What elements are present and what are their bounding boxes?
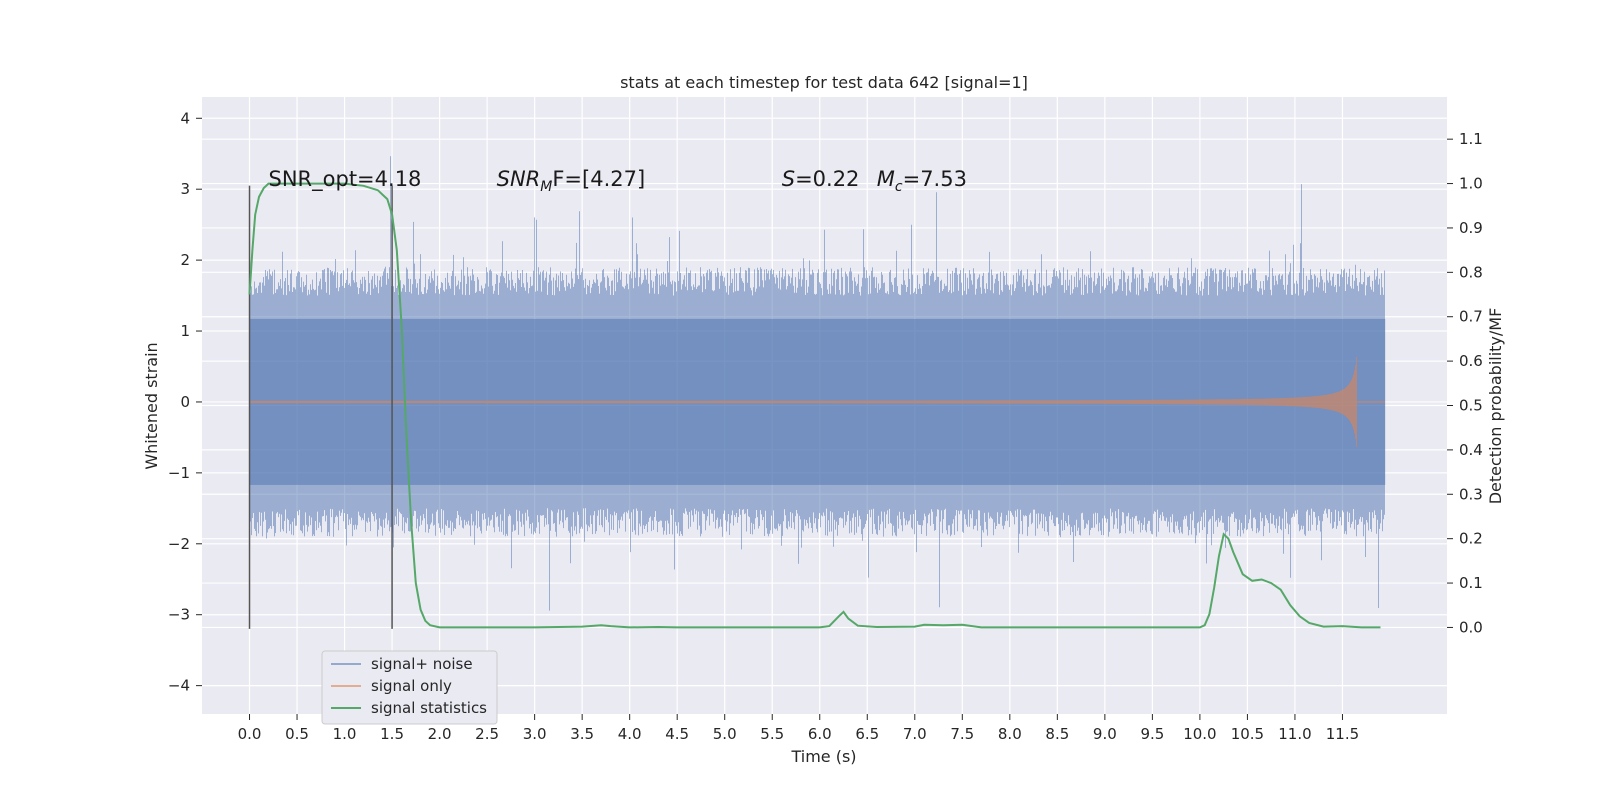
x-tick-label: 7.5 bbox=[950, 725, 974, 743]
x-tick-label: 11.0 bbox=[1278, 725, 1311, 743]
x-tick-label: 8.0 bbox=[998, 725, 1022, 743]
y-axis-left-label: Whitened strain bbox=[142, 342, 161, 469]
annotation-text: SNRMF=[4.27] bbox=[497, 167, 646, 195]
y-left-tick-label: −3 bbox=[168, 606, 190, 624]
signal-statistics-line bbox=[248, 182, 1381, 629]
x-tick-label: 3.0 bbox=[523, 725, 547, 743]
y-left-tick-label: −4 bbox=[168, 677, 190, 695]
x-tick-label: 10.0 bbox=[1183, 725, 1216, 743]
y-left-tick-label: 3 bbox=[180, 180, 190, 198]
signal-statistics-series bbox=[248, 182, 1381, 629]
y-right-tick-label: 0.0 bbox=[1459, 618, 1483, 636]
x-tick-label: 4.5 bbox=[665, 725, 689, 743]
vertical-markers bbox=[248, 185, 393, 629]
x-tick-label: 0.0 bbox=[238, 725, 262, 743]
x-tick-label: 1.5 bbox=[380, 725, 404, 743]
legend-label-signal-statistics: signal statistics bbox=[371, 699, 487, 717]
x-tick-label: 0.5 bbox=[285, 725, 309, 743]
y-left-tick-label: −1 bbox=[168, 464, 190, 482]
y-left-tick-label: 2 bbox=[180, 251, 190, 269]
annotation-text: Mc=7.53 bbox=[877, 167, 967, 195]
y-right-tick-label: 0.3 bbox=[1459, 485, 1483, 503]
x-tick-label: 6.0 bbox=[808, 725, 832, 743]
y-left-tick-label: 0 bbox=[180, 393, 190, 411]
legend-label-signal-only: signal only bbox=[371, 677, 452, 695]
x-tick-label: 11.5 bbox=[1326, 725, 1359, 743]
x-tick-label: 10.5 bbox=[1231, 725, 1264, 743]
x-tick-label: 2.0 bbox=[428, 725, 452, 743]
y-right-tick-label: 0.4 bbox=[1459, 441, 1483, 459]
x-tick-label: 1.0 bbox=[333, 725, 357, 743]
y-right-tick-label: 0.8 bbox=[1459, 263, 1483, 281]
y-right-tick-label: 1.0 bbox=[1459, 175, 1483, 193]
x-tick-label: 8.5 bbox=[1045, 725, 1069, 743]
x-tick-label: 5.0 bbox=[713, 725, 737, 743]
annotation-text: S=0.22 bbox=[782, 167, 860, 191]
y-left-tick-label: −2 bbox=[168, 535, 190, 553]
legend-label-signal-noise: signal+ noise bbox=[371, 655, 473, 673]
x-tick-label: 7.0 bbox=[903, 725, 927, 743]
y-axis-right-label: Detection probability/MF bbox=[1486, 308, 1505, 505]
x-tick-label: 3.5 bbox=[570, 725, 594, 743]
y-right-tick-label: 1.1 bbox=[1459, 130, 1483, 148]
y-right-tick-label: 0.6 bbox=[1459, 352, 1483, 370]
y-left-tick-label: 1 bbox=[180, 322, 190, 340]
x-tick-label: 9.5 bbox=[1140, 725, 1164, 743]
x-tick-label: 5.5 bbox=[760, 725, 784, 743]
y-left-tick-label: 4 bbox=[180, 109, 190, 127]
chart-title: stats at each timestep for test data 642… bbox=[620, 73, 1028, 92]
legend: signal+ noise signal only signal statist… bbox=[321, 650, 498, 725]
annotation-text: SNR_opt=4.18 bbox=[269, 167, 422, 192]
y-right-tick-label: 0.7 bbox=[1459, 308, 1483, 326]
y-right-tick-label: 0.1 bbox=[1459, 574, 1483, 592]
x-tick-label: 4.0 bbox=[618, 725, 642, 743]
x-axis-label: Time (s) bbox=[790, 747, 856, 766]
x-tick-label: 9.0 bbox=[1093, 725, 1117, 743]
annotations: SNR_opt=4.18 SNRMF=[4.27] S=0.22 Mc=7.53 bbox=[269, 167, 967, 195]
y-right-tick-label: 0.5 bbox=[1459, 397, 1483, 415]
y-right-tick-label: 0.9 bbox=[1459, 219, 1483, 237]
legend-box bbox=[321, 650, 498, 725]
x-tick-label: 6.5 bbox=[855, 725, 879, 743]
y-right-tick-label: 0.2 bbox=[1459, 530, 1483, 548]
x-tick-label: 2.5 bbox=[475, 725, 499, 743]
tick-labels: 0.0 0.5 1.0 1.5 2.0 2.5 3.0 3.5 4.0 4.5 5.0 5.5 6.0 6… bbox=[168, 109, 1483, 743]
